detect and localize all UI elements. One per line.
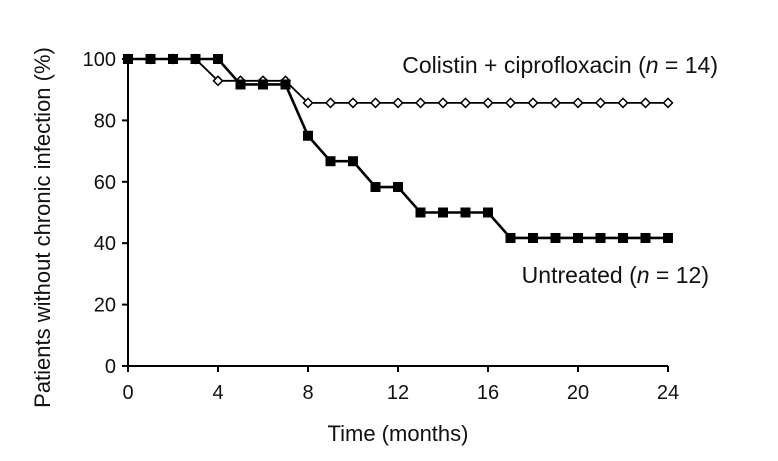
sample-size-n: n: [637, 262, 650, 288]
data-point-untreated: [663, 232, 673, 243]
data-point-colistin: [437, 97, 449, 109]
data-point-untreated: [573, 232, 583, 243]
data-point-colistin: [482, 97, 494, 109]
sample-size-n: n: [646, 52, 659, 78]
y-tick-label: 60: [94, 172, 116, 194]
x-tick-label: 24: [657, 382, 679, 404]
series-labels: Colistin + ciprofloxacin (n = 14)Untreat…: [402, 52, 718, 288]
data-point-untreated: [460, 207, 471, 218]
data-point-untreated: [415, 207, 426, 218]
x-tick-label: 0: [122, 382, 133, 404]
data-point-untreated: [483, 207, 493, 218]
series-label-untreated: Untreated (n = 12): [522, 262, 709, 288]
series-markers: [122, 53, 674, 243]
data-point-colistin: [302, 97, 314, 109]
data-point-untreated: [505, 232, 516, 243]
x-tick-label: 8: [302, 382, 313, 404]
data-point-untreated: [145, 54, 156, 64]
axes: 0 20 40 60 80 100 0 4 8 12 16 20 24 Time (months) Pati…: [30, 47, 679, 446]
series-label-colistin: Colistin + ciprofloxacin (n = 14): [402, 52, 718, 78]
series-line-1: [128, 57, 668, 240]
data-point-untreated: [213, 54, 223, 64]
data-point-colistin: [617, 97, 629, 109]
data-point-untreated: [438, 207, 448, 218]
data-point-colistin: [392, 97, 404, 109]
data-point-untreated: [280, 79, 291, 90]
y-axis-title: Patients without chronic infection (%): [30, 47, 55, 408]
data-point-colistin: [459, 97, 472, 109]
data-point-colistin: [369, 97, 382, 109]
data-point-colistin: [347, 97, 359, 109]
x-tick-label: 20: [567, 382, 589, 404]
series-lines: [128, 57, 668, 240]
data-point-untreated: [393, 182, 403, 193]
x-axis-title: Time (months): [328, 421, 469, 446]
data-point-colistin: [662, 97, 674, 109]
series-label-text: = 12): [650, 262, 709, 288]
data-point-untreated: [370, 182, 381, 193]
data-point-untreated: [258, 79, 268, 90]
series-label-text: Colistin + ciprofloxacin (: [402, 52, 646, 78]
data-point-colistin: [639, 97, 652, 109]
data-point-colistin: [414, 97, 427, 109]
data-point-untreated: [235, 79, 246, 90]
data-point-untreated: [325, 156, 336, 167]
data-point-colistin: [572, 97, 584, 109]
data-point-untreated: [190, 54, 201, 64]
y-tick-label: 100: [83, 49, 116, 71]
data-point-colistin: [212, 75, 224, 87]
data-point-untreated: [550, 232, 561, 243]
data-point-colistin: [324, 97, 337, 109]
x-tick-label: 12: [387, 382, 409, 404]
y-tick-label: 0: [105, 356, 116, 378]
data-point-colistin: [594, 97, 607, 109]
data-point-colistin: [504, 97, 517, 109]
x-tick-label: 16: [477, 382, 499, 404]
series-label-text: Untreated (: [522, 262, 637, 288]
data-point-colistin: [527, 97, 539, 109]
data-point-untreated: [640, 232, 651, 243]
data-point-untreated: [123, 54, 133, 64]
y-tick-label: 80: [94, 110, 116, 132]
series-label-text: = 14): [659, 52, 718, 78]
y-tick-label: 40: [94, 233, 116, 255]
data-point-colistin: [549, 97, 562, 109]
data-point-untreated: [348, 156, 358, 167]
data-point-untreated: [618, 232, 628, 243]
data-point-untreated: [595, 232, 606, 243]
x-tick-label: 4: [212, 382, 223, 404]
data-point-untreated: [528, 232, 538, 243]
data-point-untreated: [168, 54, 178, 64]
y-tick-label: 20: [94, 295, 116, 317]
data-point-untreated: [303, 130, 313, 141]
